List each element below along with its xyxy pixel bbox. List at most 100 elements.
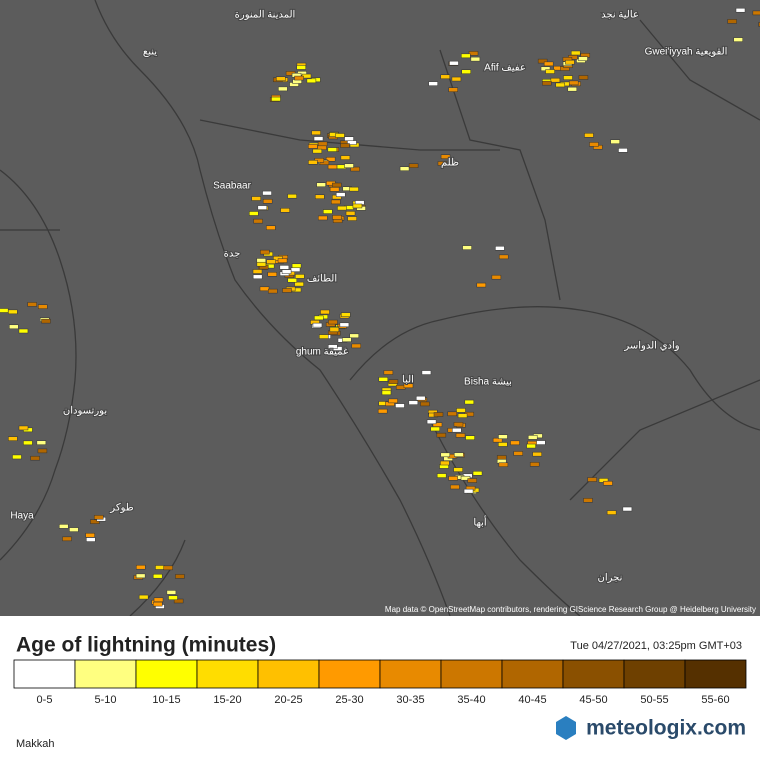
location: Makkah [16, 738, 55, 750]
lightning-marker [315, 194, 325, 200]
lightning-marker [496, 455, 507, 460]
lightning-marker [294, 75, 304, 81]
map-label: جدة [224, 249, 241, 260]
lightning-marker [279, 265, 290, 270]
lightning-marker [555, 82, 566, 88]
lightning-marker [428, 81, 438, 86]
map-lines [0, 0, 760, 617]
lightning-marker [344, 136, 354, 141]
lightning-marker [460, 475, 471, 481]
legend-swatch [562, 659, 625, 689]
lightning-marker [622, 506, 633, 512]
lightning-marker [262, 199, 273, 204]
lightning-marker [311, 130, 321, 136]
lightning-marker [465, 435, 475, 440]
lightning-marker [542, 80, 552, 86]
legend-swatch [684, 659, 747, 689]
lightning-marker [287, 278, 298, 283]
lightning-marker [550, 77, 561, 83]
lightning-marker [259, 286, 270, 292]
lightning-marker [618, 148, 628, 153]
lightning-marker [8, 309, 18, 315]
lightning-marker [727, 19, 737, 24]
lightning-marker [570, 50, 581, 56]
lightning-marker [733, 37, 743, 42]
legend-label: 10-15 [152, 694, 180, 706]
lightning-marker [325, 156, 336, 162]
lightning-marker [563, 75, 573, 80]
lightning-marker [173, 598, 184, 604]
brand-logo [556, 716, 576, 740]
lightning-marker [260, 249, 270, 255]
lightning-marker [262, 190, 272, 196]
map-label: نجران [598, 573, 623, 584]
lightning-marker [436, 473, 447, 478]
map-label: Haya [10, 511, 34, 522]
lightning-marker [277, 258, 288, 263]
lightning-marker [395, 403, 405, 408]
legend-label: 20-25 [274, 694, 302, 706]
lightning-marker [467, 478, 477, 483]
lightning-marker [58, 524, 69, 529]
lightning-marker [168, 595, 178, 600]
lightning-marker [383, 370, 394, 375]
lightning-marker [329, 187, 340, 192]
lightning-marker [317, 141, 328, 147]
map-label: عالية نجد [601, 10, 639, 21]
lightning-marker [85, 532, 95, 538]
lightning-marker [464, 399, 475, 405]
legend-label: 45-50 [579, 694, 607, 706]
lightning-marker [249, 211, 259, 216]
lightning-marker [381, 390, 392, 396]
lightning-marker [280, 207, 290, 213]
lightning-marker [152, 573, 163, 579]
lightning-marker [23, 440, 33, 446]
lightning-marker [513, 451, 523, 456]
lightning-marker [470, 56, 481, 62]
lightning-marker [498, 442, 508, 447]
lightning-marker [153, 597, 164, 603]
map-label: Bisha بيشة [464, 377, 512, 388]
lightning-marker [476, 282, 487, 288]
lightning-marker [30, 455, 40, 461]
lightning-marker [290, 267, 301, 272]
legend-label: 35-40 [457, 694, 485, 706]
lightning-marker [543, 61, 554, 67]
lightning-marker [252, 269, 263, 274]
lightning-marker [463, 488, 474, 494]
lightning-marker [587, 477, 597, 482]
lightning-marker [472, 470, 483, 476]
lightning-marker [0, 308, 9, 313]
lightning-marker [327, 147, 338, 152]
lightning-marker [339, 322, 350, 328]
lightning-marker [510, 440, 520, 446]
legend-swatch [440, 659, 503, 689]
lightning-marker [267, 272, 278, 277]
lightning-marker [38, 304, 48, 309]
map-label: طوكر [109, 503, 133, 514]
lightning-marker [568, 80, 579, 86]
lightning-marker [457, 413, 468, 418]
legend-swatch [13, 659, 76, 689]
lightning-marker [256, 258, 267, 263]
lightning-marker [278, 86, 288, 92]
lightning-marker [155, 565, 165, 570]
lightning-marker [287, 193, 297, 199]
legend-label: 55-60 [701, 694, 729, 706]
legend-swatch [257, 659, 320, 689]
lightning-marker [340, 155, 351, 160]
lightning-marker [319, 160, 330, 165]
lightning-marker [420, 401, 430, 407]
lightning-marker [432, 422, 443, 427]
lightning-marker [291, 263, 302, 269]
lightning-marker [266, 225, 276, 231]
lightning-marker [455, 433, 466, 438]
legend-label: 40-45 [518, 694, 546, 706]
legend-title: Age of lightning (minutes) [16, 634, 276, 657]
map-label: بورتسودان [63, 406, 107, 417]
map-label: البا [402, 375, 414, 386]
legend-swatch [501, 659, 564, 689]
lightning-marker [8, 436, 18, 441]
lightning-marker [399, 166, 410, 171]
lightning-marker [37, 448, 48, 454]
